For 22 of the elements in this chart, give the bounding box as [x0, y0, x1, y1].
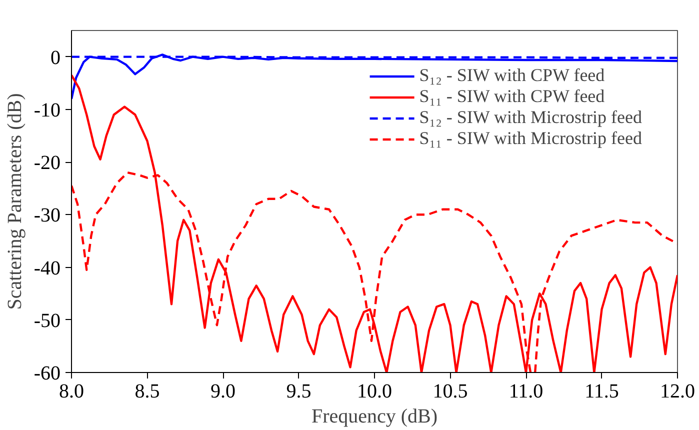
x-tick-label: 12.0: [660, 380, 695, 402]
y-tick-label: 0: [50, 46, 60, 69]
y-tick-label: -40: [34, 257, 61, 280]
y-tick-label: -60: [34, 362, 61, 384]
x-tick-label: 8.0: [59, 380, 84, 402]
legend-label: S₁₁ - SIW with Microstrip feed: [419, 128, 642, 149]
y-axis-title: Scattering Parameters (dB): [4, 93, 26, 310]
x-tick-label: 11.5: [584, 380, 619, 402]
x-tick-label: 9.0: [210, 380, 236, 402]
legend-label: S₁₁ - SIW with CPW feed: [419, 86, 605, 107]
y-tick-label: -50: [34, 310, 61, 332]
x-tick-label: 10.0: [357, 380, 392, 402]
legend-label: S₁₂ - SIW with CPW feed: [419, 65, 605, 86]
y-tick-label: -30: [34, 204, 61, 227]
legend-label: S₁₂ - SIW with Microstrip feed: [419, 107, 642, 128]
x-tick-label: 11.0: [508, 380, 544, 402]
y-tick-label: -20: [34, 152, 61, 174]
x-tick-label: 10.5: [432, 380, 468, 402]
x-tick-label: 8.5: [134, 380, 160, 402]
x-tick-label: 9.5: [286, 380, 312, 402]
x-axis-title: Frequency (dB): [311, 406, 438, 428]
y-tick-label: -10: [34, 99, 61, 122]
